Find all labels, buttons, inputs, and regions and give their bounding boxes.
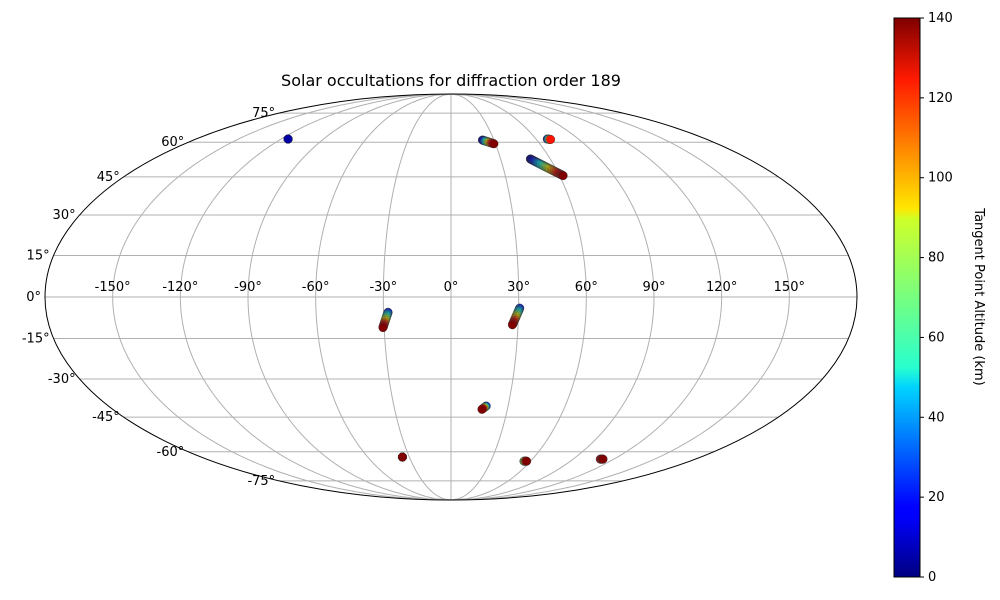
lon-tick-label: 120°: [706, 280, 737, 295]
meridian-line: [179, 94, 452, 500]
lat-tick-label: 45°: [97, 170, 120, 185]
colorbar-gradient: [893, 17, 921, 578]
lon-tick-label: 30°: [507, 280, 530, 295]
colorbar-tick-label: 0: [928, 570, 936, 585]
lat-tick-label: 15°: [27, 248, 50, 263]
colorbar-label: Tangent Point Altitude (km): [971, 207, 986, 385]
occultation-point: [477, 404, 487, 414]
colorbar-tick-label: 100: [928, 171, 953, 186]
colorbar-tick-label: 80: [928, 251, 945, 266]
occultation-point: [522, 456, 532, 466]
meridian-line: [247, 94, 452, 500]
meridian-line: [382, 94, 452, 500]
occultation-point: [507, 320, 517, 330]
occultation-point: [378, 323, 388, 333]
lat-tick-label: -45°: [92, 410, 120, 425]
lat-tick-label: 60°: [161, 135, 184, 150]
colorbar-tick-label: 120: [928, 91, 953, 106]
lon-tick-label: -90°: [234, 280, 262, 295]
occultation-point: [546, 134, 556, 144]
meridian-line: [450, 94, 655, 500]
lon-tick-label: 60°: [575, 280, 598, 295]
graticule: [45, 94, 857, 500]
latitude-tick-labels: 75° 60° 45° 30° 15° 0° -15° -30° -45° -60° -75°: [22, 106, 275, 489]
colorbar-tick-label: 140: [928, 11, 953, 26]
lon-tick-label: 0°: [444, 280, 459, 295]
colorbar-ticks: 0 20 40 60 80 100 120 140: [920, 11, 953, 585]
colorbar: 0 20 40 60 80 100 120 140 Tangent Point Altitud…: [893, 11, 986, 585]
lon-tick-label: -30°: [369, 280, 397, 295]
lat-tick-label: 0°: [26, 290, 41, 305]
lon-tick-label: 90°: [642, 280, 665, 295]
chart-title: Solar occultations for diffraction order…: [281, 71, 621, 90]
meridian-line: [112, 94, 452, 500]
colorbar-tick-label: 20: [928, 490, 945, 505]
occultation-point: [558, 171, 568, 181]
lat-tick-label: -15°: [22, 332, 50, 347]
lat-tick-label: -75°: [247, 474, 275, 489]
lat-tick-label: 30°: [53, 208, 76, 223]
lon-tick-label: -150°: [95, 280, 131, 295]
map-boundary: [44, 93, 858, 501]
lon-tick-label: -60°: [302, 280, 330, 295]
occultation-point: [397, 452, 407, 462]
occultation-point: [283, 134, 293, 144]
occultation-points: [283, 134, 608, 466]
lat-tick-label: -60°: [157, 445, 185, 460]
lon-tick-label: 150°: [774, 280, 805, 295]
longitude-tick-labels: -150° -120° -90° -60° -30° 0° 30° 60° 90° 120° 150…: [95, 280, 805, 295]
meridian-line: [450, 94, 790, 500]
lat-tick-label: -30°: [48, 372, 76, 387]
meridian-line: [450, 94, 723, 500]
colorbar-tick-label: 60: [928, 330, 945, 345]
meridian-line: [315, 94, 452, 500]
occultation-point: [598, 454, 608, 464]
colorbar-tick-label: 40: [928, 410, 945, 425]
lat-tick-label: 75°: [252, 106, 275, 121]
meridian-line: [450, 94, 587, 500]
lon-tick-label: -120°: [162, 280, 198, 295]
occultation-point: [489, 139, 499, 149]
